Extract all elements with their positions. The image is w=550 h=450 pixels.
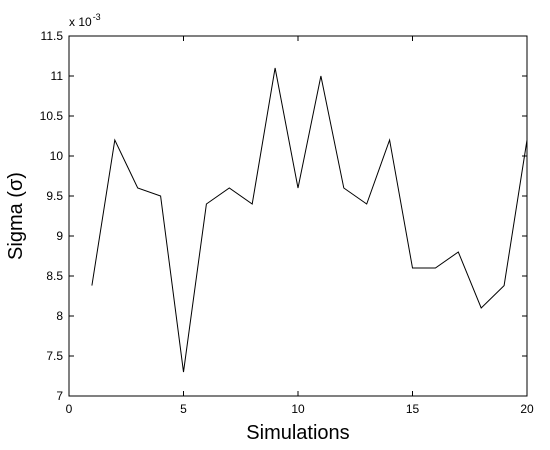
y-multiplier-exponent: -3 <box>93 12 101 22</box>
y-tick-label: 7.5 <box>46 349 63 363</box>
y-multiplier-base: x 10 <box>69 15 92 29</box>
series-layer <box>91 67 528 373</box>
x-tick-label: 5 <box>180 402 187 416</box>
y-axis-ticks: 7 7.5 8 8.5 9 9.5 10 10.5 11 11.5 <box>40 29 527 403</box>
y-tick-label: 8 <box>56 309 63 323</box>
x-tick-label: 20 <box>520 402 534 416</box>
plot-area <box>68 35 528 397</box>
y-tick-label: 11 <box>51 69 64 83</box>
y-tick-label: 9 <box>56 229 63 243</box>
y-axis-title: Sigma (σ) <box>5 172 27 260</box>
y-tick-label: 11.5 <box>41 29 64 43</box>
x-tick-label: 10 <box>291 402 305 416</box>
x-axis-ticks: 0 5 10 15 20 <box>66 36 534 416</box>
x-tick-label: 15 <box>406 402 420 416</box>
y-tick-label: 9.5 <box>46 189 63 203</box>
series-line <box>91 67 528 373</box>
x-axis-title: Simulations <box>246 422 349 444</box>
y-tick-label: 10 <box>50 149 64 163</box>
y-tick-label: 10.5 <box>40 109 64 123</box>
y-tick-label: 8.5 <box>46 269 63 283</box>
x-tick-label: 0 <box>66 402 73 416</box>
y-tick-label: 7 <box>56 389 63 403</box>
